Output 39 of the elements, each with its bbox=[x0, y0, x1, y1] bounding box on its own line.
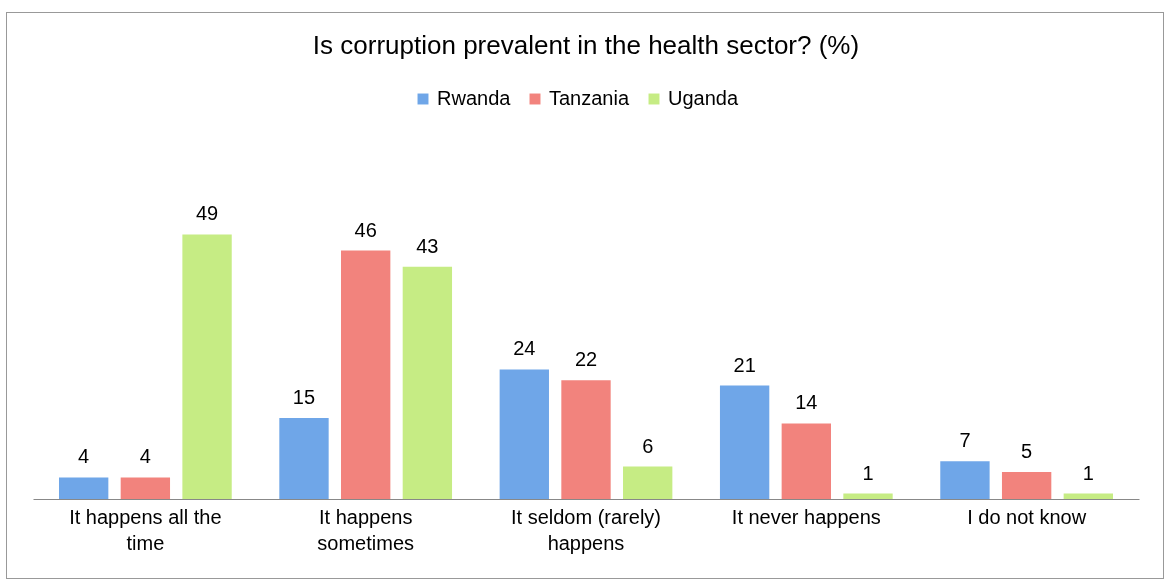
bar bbox=[402, 266, 453, 499]
data-label: 4 bbox=[139, 445, 151, 468]
data-label: 1 bbox=[1082, 461, 1094, 484]
bar bbox=[1063, 493, 1113, 499]
data-label: 46 bbox=[354, 218, 377, 241]
data-label: 1 bbox=[862, 461, 874, 484]
data-label: 14 bbox=[795, 391, 818, 414]
data-label: 22 bbox=[574, 348, 598, 371]
x-tick-label: It happens all the time bbox=[69, 505, 222, 554]
bar bbox=[341, 250, 391, 499]
legend-label: Rwanda bbox=[437, 87, 512, 109]
bar bbox=[843, 493, 893, 499]
bar bbox=[59, 477, 109, 499]
bar bbox=[499, 369, 549, 499]
data-label: 43 bbox=[416, 234, 439, 257]
data-label: 21 bbox=[733, 353, 756, 376]
bar bbox=[623, 466, 673, 499]
bar bbox=[940, 461, 990, 499]
data-label: 7 bbox=[959, 429, 971, 452]
bar bbox=[719, 385, 770, 499]
legend-label: Tanzania bbox=[549, 87, 630, 109]
bar bbox=[182, 234, 232, 499]
data-label: 15 bbox=[292, 386, 316, 408]
bar bbox=[561, 380, 611, 499]
chart-title: Is corruption prevalent in the health sector? (%) bbox=[312, 30, 860, 60]
x-tick-label: It seldom (rarely) happens bbox=[510, 505, 662, 554]
bar bbox=[1001, 472, 1052, 499]
x-tick-label: It happens sometimes bbox=[317, 505, 415, 554]
x-tick-label: It never happens bbox=[731, 505, 881, 528]
data-label: 6 bbox=[642, 434, 654, 457]
data-label: 24 bbox=[513, 337, 536, 360]
bar bbox=[781, 423, 831, 499]
data-label: 49 bbox=[195, 202, 219, 225]
bar bbox=[120, 477, 171, 499]
data-label: 4 bbox=[78, 445, 90, 468]
x-tick-label: I do not know bbox=[967, 505, 1087, 528]
data-label: 5 bbox=[1021, 440, 1033, 462]
legend-label: Uganda bbox=[668, 87, 739, 109]
bar bbox=[279, 418, 329, 499]
